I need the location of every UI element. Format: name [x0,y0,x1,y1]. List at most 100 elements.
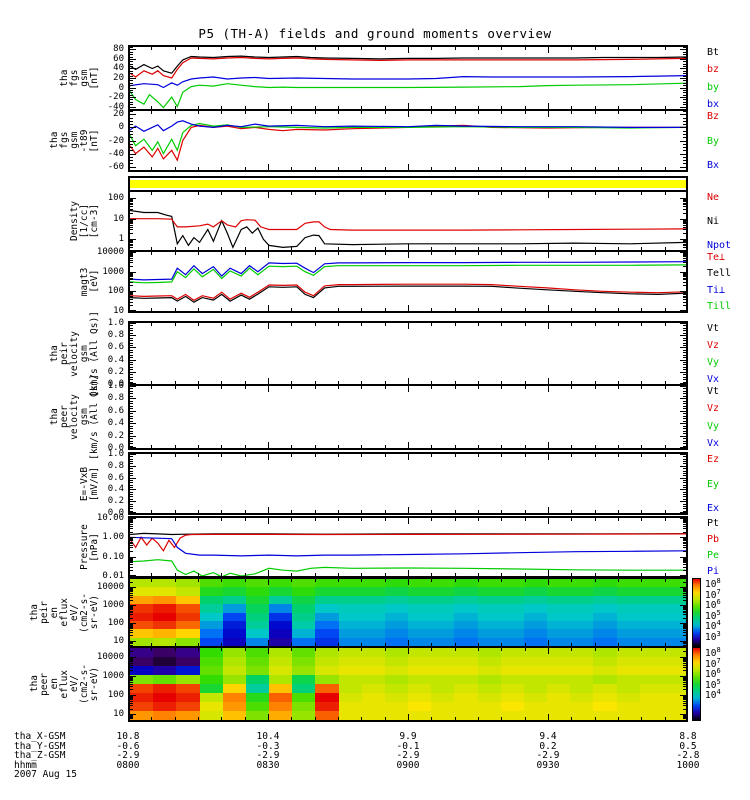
tick-mark [454,111,456,114]
tick-mark [683,285,686,287]
tick-mark [683,482,686,484]
tick-mark [221,252,223,255]
tick-mark [683,276,686,278]
tick-mark [221,106,223,109]
tick-mark [244,573,246,576]
tick-mark [314,717,316,720]
tick-mark [408,164,409,170]
tick-mark [221,454,223,457]
tick-mark [618,323,619,326]
tick-mark [524,308,526,311]
tick-mark [130,252,133,254]
tick-mark [408,648,409,654]
tick-mark [130,699,133,701]
tick-mark [268,507,269,513]
tick-mark [130,670,133,672]
tick-mark [571,518,573,521]
panel-peir-velocity [128,321,688,386]
tick-mark [130,560,133,562]
tick-mark [361,308,363,311]
axis-tick-value: -2.9 [396,750,420,761]
tick-mark [683,233,686,235]
tick-mark [338,579,339,582]
tick-mark [664,381,666,384]
tick-mark [408,192,409,198]
tick-mark [151,717,153,720]
tick-mark [130,374,133,376]
tick-mark [478,579,479,582]
tick-mark [130,591,133,593]
tick-mark [130,70,133,72]
tick-mark [683,170,686,171]
spectrogram-row [130,711,686,720]
tick-mark [130,390,133,392]
tick-mark [683,596,686,598]
tick-mark [594,648,596,651]
tick-mark [501,579,503,582]
tick-mark [683,658,686,660]
tick-mark [130,114,136,116]
colorbar-tick-label: 104 [705,619,721,633]
tick-mark [641,247,643,250]
tick-mark [314,643,316,646]
tick-mark [408,244,409,250]
tick-mark [618,252,619,255]
y-axis-tick-label: 0.6 [107,342,124,353]
tick-mark [198,167,199,170]
tick-mark [524,167,526,170]
tick-mark [524,323,526,326]
tick-mark [130,362,133,364]
tick-mark [571,47,573,50]
axis-row-label-y-gsm: tha_Y-GSM [14,740,66,752]
tick-mark [130,143,133,145]
tick-mark [314,47,316,50]
tick-mark [130,550,133,552]
tick-mark [680,218,686,220]
tick-mark [314,111,316,114]
tick-mark [130,204,133,206]
trace-label-ez: Ez [707,454,720,465]
tick-mark [361,510,363,513]
tick-mark [683,352,686,354]
y-axis-tick-label: 0.6 [107,405,124,416]
tick-mark [151,510,153,513]
tick-mark [664,648,666,651]
tick-mark [338,717,339,720]
tick-mark [130,617,133,619]
tick-mark [683,143,686,145]
tick-mark [683,299,686,301]
tick-mark [291,106,293,109]
tick-mark [268,47,269,53]
tick-mark [338,308,339,311]
tick-mark [384,308,386,311]
tick-mark [683,677,686,679]
tick-mark [130,58,133,60]
tick-mark [268,442,269,448]
tick-mark [130,461,133,463]
tick-mark [130,335,136,337]
tick-mark [618,648,619,651]
tick-mark [683,347,686,349]
tick-mark [314,106,316,109]
tick-mark [384,106,386,109]
tick-mark [130,97,136,99]
tick-mark [221,643,223,646]
y-axis-tick-label: 10.00 [96,513,124,523]
tick-mark [130,137,133,139]
tick-mark [130,51,133,53]
tick-mark [130,496,133,498]
tick-mark [683,496,686,498]
tick-mark [130,140,136,142]
tick-mark [683,705,686,707]
tick-mark [130,101,133,103]
tick-mark [130,559,133,561]
y-axis-tick-label: 0.2 [107,496,124,507]
tick-mark [338,192,339,195]
tick-mark [431,386,433,389]
tick-mark [130,683,133,685]
tick-mark [314,648,316,651]
tick-mark [130,325,133,327]
tick-mark [683,599,686,601]
tick-mark [130,658,133,660]
tick-mark [268,714,269,720]
